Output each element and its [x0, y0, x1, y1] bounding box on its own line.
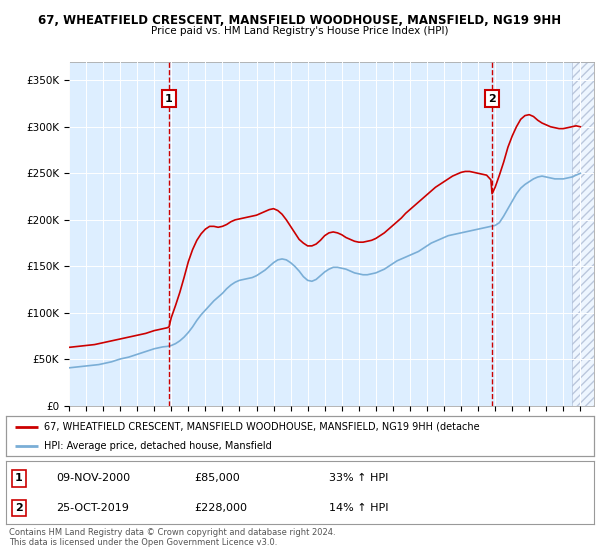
- Text: £228,000: £228,000: [194, 503, 247, 513]
- Text: HPI: Average price, detached house, Mansfield: HPI: Average price, detached house, Mans…: [44, 441, 272, 451]
- Text: Price paid vs. HM Land Registry's House Price Index (HPI): Price paid vs. HM Land Registry's House …: [151, 26, 449, 36]
- Text: 09-NOV-2000: 09-NOV-2000: [56, 473, 130, 483]
- Text: 67, WHEATFIELD CRESCENT, MANSFIELD WOODHOUSE, MANSFIELD, NG19 9HH (detache: 67, WHEATFIELD CRESCENT, MANSFIELD WOODH…: [44, 422, 480, 432]
- Text: 2: 2: [488, 94, 496, 104]
- Text: 25-OCT-2019: 25-OCT-2019: [56, 503, 129, 513]
- Text: Contains HM Land Registry data © Crown copyright and database right 2024.
This d: Contains HM Land Registry data © Crown c…: [9, 528, 335, 547]
- Text: 33% ↑ HPI: 33% ↑ HPI: [329, 473, 389, 483]
- Text: 1: 1: [165, 94, 173, 104]
- Bar: [572, 62, 600, 406]
- Text: 1: 1: [15, 473, 23, 483]
- Text: 67, WHEATFIELD CRESCENT, MANSFIELD WOODHOUSE, MANSFIELD, NG19 9HH: 67, WHEATFIELD CRESCENT, MANSFIELD WOODH…: [38, 14, 562, 27]
- Text: 2: 2: [15, 503, 23, 513]
- Text: £85,000: £85,000: [194, 473, 240, 483]
- Text: 14% ↑ HPI: 14% ↑ HPI: [329, 503, 389, 513]
